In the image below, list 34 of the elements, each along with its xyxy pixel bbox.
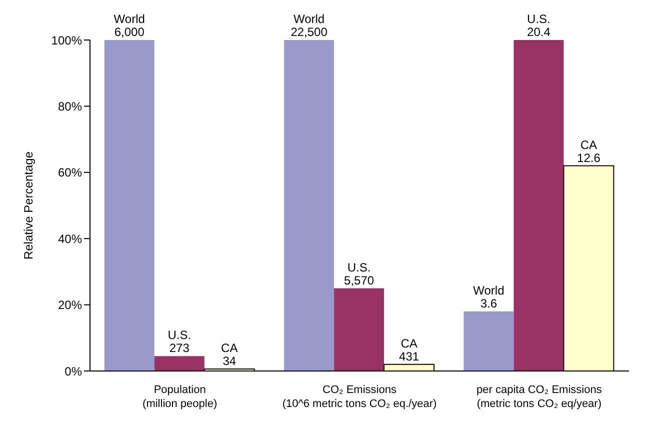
text: 20.4 [527, 25, 551, 39]
bar [464, 311, 514, 371]
text: 6,000 [114, 25, 145, 39]
annotation: 5,570 [344, 273, 374, 288]
series-label: U.S. [168, 328, 192, 342]
y-tick-label: 0% [64, 364, 82, 378]
text: CA [580, 138, 598, 152]
annotation: 12.6 [577, 150, 601, 165]
text: CA [400, 336, 418, 350]
annotation: 34 [222, 354, 236, 368]
text: World [293, 12, 325, 26]
text: World [473, 283, 504, 298]
annotation: 3.6 [480, 296, 498, 310]
y-axis-title: Relative Percentage [21, 151, 36, 260]
y-tick-label: 80% [58, 99, 82, 114]
x-tick-label: per capita CO₂ Emissions (metric tons CO₂ eq/year) [476, 384, 602, 410]
y-tick-label: 100% [51, 33, 82, 48]
bar [154, 356, 204, 371]
text: U.S. [527, 12, 550, 26]
text: U.S. [347, 260, 371, 274]
bar [514, 40, 564, 371]
annotation: 273 [169, 341, 190, 356]
bar [104, 40, 154, 371]
bar [334, 288, 384, 371]
annotation: 431 [399, 349, 420, 364]
x-tick-label: Population (million people) [142, 384, 218, 410]
y-tick-label: 40% [58, 232, 82, 246]
text: 22,500 [290, 25, 328, 39]
bar [284, 40, 334, 371]
series-label: World [114, 12, 145, 26]
y-tick-label: 20% [58, 298, 82, 312]
y-tick-label: 60% [58, 166, 82, 180]
x-tick-label: CO₂ Emissions (10^6 metric tons CO₂ eq./year) [282, 384, 437, 410]
series-label: CA [221, 341, 238, 356]
